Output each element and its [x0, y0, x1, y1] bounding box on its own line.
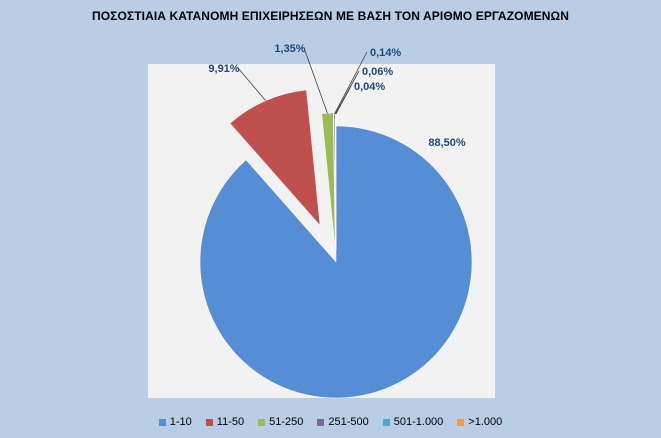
legend: 1-10 11-50 51-250 251-500 501-1.000 >1.000 [0, 416, 661, 428]
legend-item-251-500: 251-500 [317, 416, 369, 428]
legend-swatch [317, 418, 325, 426]
legend-label: 501-1.000 [393, 416, 444, 428]
data-label-1-000: 0,04% [354, 81, 385, 93]
legend-label: 51-250 [269, 416, 304, 428]
legend-label: 251-500 [328, 416, 369, 428]
data-label-251-500: 0,14% [370, 47, 401, 59]
leader-line-51-250 [303, 47, 328, 114]
leader-line-251-500 [334, 51, 368, 115]
pie-slice-11-50 [229, 89, 321, 227]
data-label-501-1-000: 0,06% [362, 66, 393, 78]
legend-swatch [457, 418, 465, 426]
chart-title: ΠΟΣΟΣΤΙΑΙΑ ΚΑΤΑΝΟΜΗ ΕΠΙΧΕΙΡΗΣΕΩΝ ΜΕ ΒΑΣΗ… [91, 9, 570, 23]
legend-label: >1.000 [468, 416, 503, 428]
legend-label: 11-50 [216, 416, 245, 428]
legend-swatch [205, 418, 213, 426]
legend-item-51-250: 51-250 [258, 416, 303, 428]
legend-label: 1-10 [169, 416, 192, 428]
pie-slice-1-10 [199, 125, 473, 399]
leader-line-1-000 [335, 85, 352, 115]
legend-swatch [258, 418, 266, 426]
legend-item-501-1-000: 501-1.000 [382, 416, 444, 428]
data-label-1-10: 88,50% [428, 137, 466, 149]
legend-swatch [158, 418, 166, 426]
data-label-51-250: 1,35% [274, 43, 305, 55]
legend-item-1-000: >1.000 [457, 416, 502, 428]
legend-swatch [382, 418, 390, 426]
leader-line-11-50 [237, 67, 266, 101]
pie-slice-51-250 [321, 112, 336, 250]
data-label-11-50: 9,91% [208, 63, 239, 75]
pie-chart: 88,50% 9,91% 1,35% 0,14% 0,06% 0,04% [199, 43, 473, 399]
legend-item-1-10: 1-10 [158, 416, 192, 428]
legend-item-11-50: 11-50 [205, 416, 245, 428]
